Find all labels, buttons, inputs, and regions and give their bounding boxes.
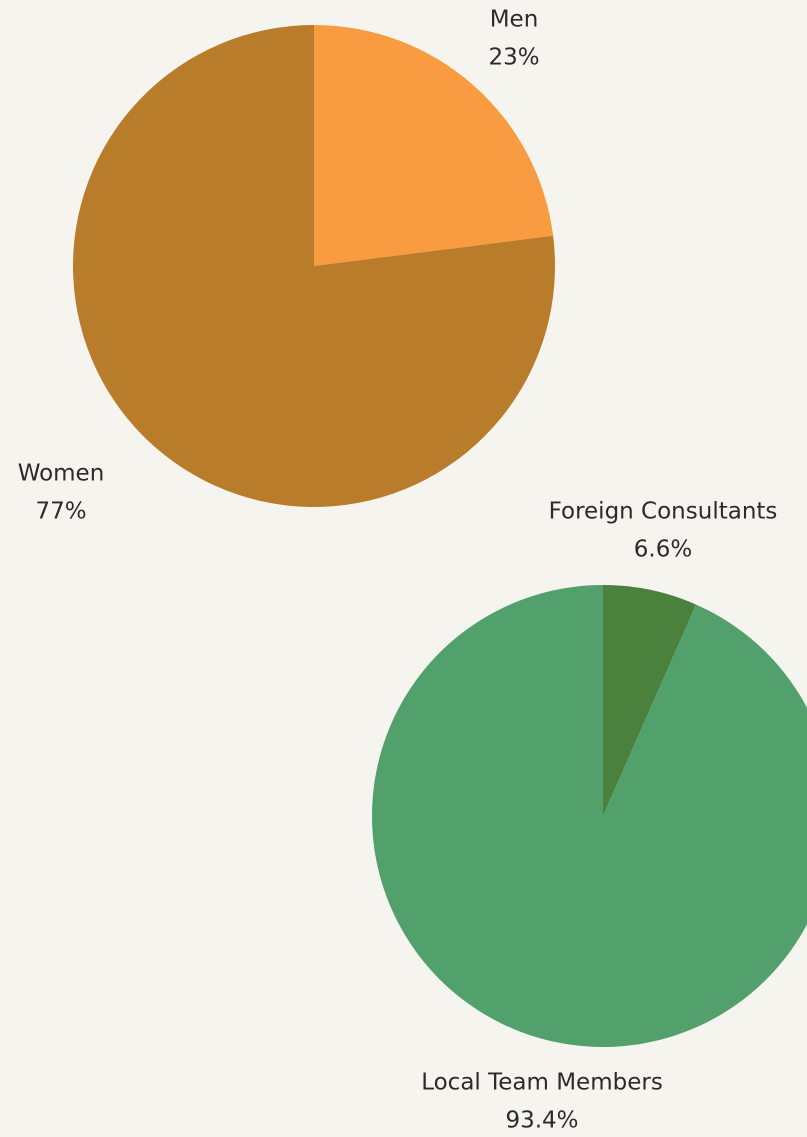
slice-value-label: 23%	[488, 45, 539, 71]
slice-label: Foreign Consultants	[549, 499, 778, 525]
slice-value-label: 6.6%	[634, 537, 692, 563]
slice-label: Women	[18, 461, 105, 487]
slice-value-label: 77%	[35, 499, 86, 525]
pie-slice	[372, 585, 807, 1047]
pie-slice	[603, 585, 697, 816]
slice-label: Men	[490, 7, 539, 33]
slice-label: Local Team Members	[421, 1070, 663, 1096]
slice-value-label: 93.4%	[505, 1108, 578, 1134]
pie-slice	[73, 25, 556, 507]
pie-slice	[314, 25, 554, 266]
